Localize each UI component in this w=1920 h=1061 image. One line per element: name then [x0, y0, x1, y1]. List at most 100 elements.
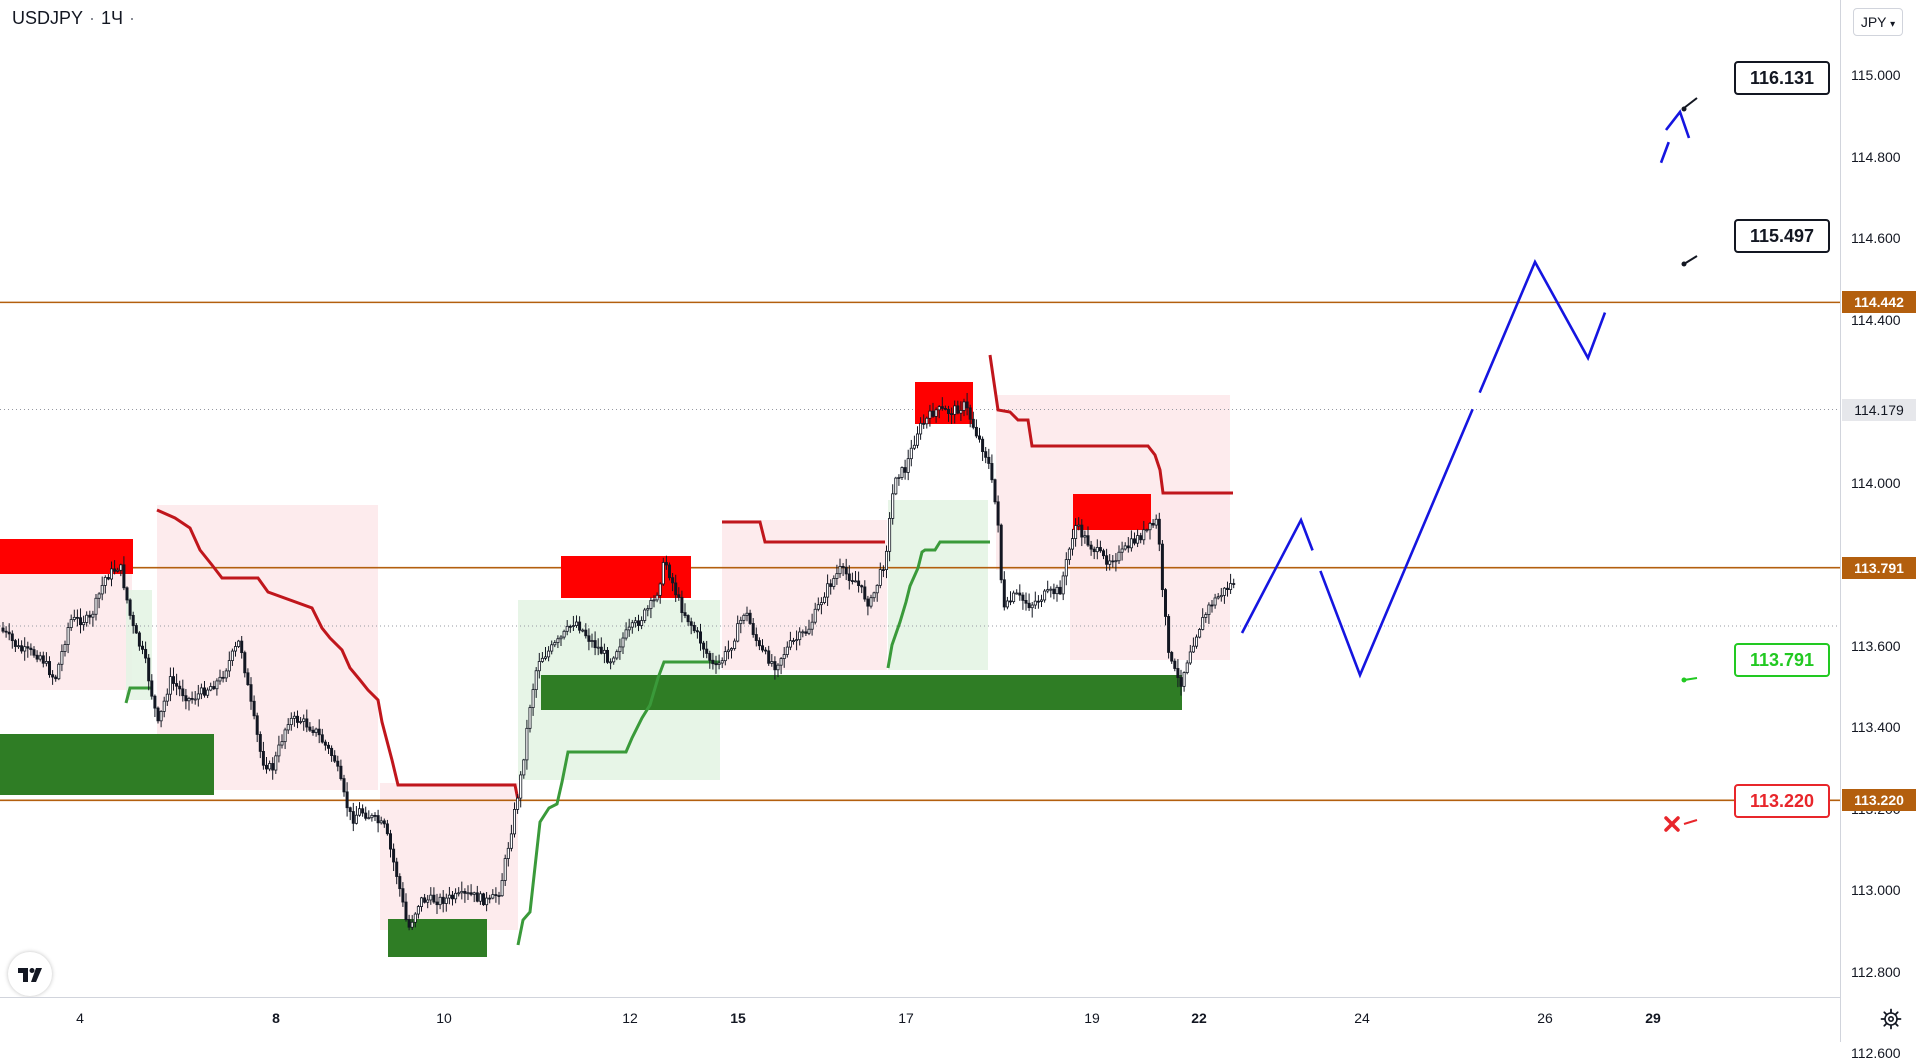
candle-body [94, 597, 98, 615]
candle-body [320, 734, 324, 743]
candle-body [463, 891, 467, 894]
candle-body [987, 456, 991, 464]
price-tick-label: 115.200 [1851, 0, 1901, 2]
callout-support[interactable]: 113.791 [1734, 643, 1831, 677]
price-tick-label: 112.800 [1851, 963, 1901, 980]
currency-label: JPY [1860, 14, 1887, 30]
candle-body [940, 406, 944, 409]
candle-body [404, 901, 408, 921]
candle-body [922, 423, 926, 425]
trailing-stop-green [124, 686, 152, 704]
callout-target-1[interactable]: 115.497 [1734, 219, 1831, 253]
candle-body [581, 629, 585, 632]
candle-body [32, 649, 36, 656]
candle-body [826, 583, 830, 598]
currency-button[interactable]: JPY ▾ [1853, 8, 1903, 36]
candle-body [761, 645, 765, 651]
candle-body [280, 741, 284, 746]
candle-body [947, 408, 951, 414]
candle-body [733, 640, 737, 649]
candle-body [1114, 560, 1118, 563]
candle-body [429, 894, 433, 901]
support-shade [888, 500, 988, 670]
candle-body [516, 797, 520, 810]
candle-body [881, 569, 885, 571]
candle-body [1111, 560, 1115, 563]
candle-body [26, 646, 30, 649]
candle-body [299, 721, 303, 723]
marker-dot [1681, 106, 1687, 112]
candle-body [937, 406, 941, 411]
candle-body [996, 501, 1000, 526]
candle-body [773, 661, 777, 671]
candle-body [227, 660, 231, 672]
time-axis[interactable]: 4 8 10 12 15 17 19 22 24 26 29 [0, 997, 1840, 1043]
candle-body [116, 569, 120, 572]
candle-body [240, 640, 244, 654]
candle-body [916, 433, 920, 446]
candle-body [664, 562, 668, 566]
callout-stop[interactable]: 113.220 [1734, 784, 1831, 818]
candle-body [401, 888, 405, 903]
candle-body [274, 755, 278, 771]
candle-body [674, 582, 678, 596]
candle-body [125, 587, 129, 601]
supply-zone [0, 539, 133, 574]
callout-label: 113.220 [1750, 791, 1815, 811]
price-tag[interactable]: 114.179 [1842, 398, 1916, 421]
candle-body [156, 707, 160, 722]
candle-body [661, 562, 665, 585]
candle-body [184, 695, 188, 702]
candle-body [209, 686, 213, 691]
separator: · [89, 8, 96, 28]
candle-body [1229, 583, 1233, 590]
candle-body [1086, 535, 1090, 546]
candle-body [1145, 529, 1149, 532]
tradingview-logo-icon[interactable] [8, 952, 52, 996]
price-tag[interactable]: 113.791 [1842, 556, 1916, 579]
callout-target-2[interactable]: 116.131 [1734, 61, 1831, 95]
candle-body [1232, 583, 1236, 585]
interval[interactable]: 1Ч [101, 8, 124, 28]
price-tag[interactable]: 114.442 [1842, 291, 1916, 314]
candle-body [1167, 616, 1171, 653]
candle-body [317, 728, 321, 736]
candle-body [559, 636, 563, 640]
candle-body [788, 640, 792, 648]
candle-body [57, 663, 61, 680]
forecast-arrowhead [1664, 109, 1691, 139]
candle-body [113, 568, 117, 572]
chart-canvas[interactable] [0, 0, 1840, 997]
price-axis[interactable]: JPY ▾ 116.400116.200116.000115.800115.60… [1840, 0, 1920, 1061]
candle-body [258, 734, 262, 752]
marker-dot [1681, 677, 1687, 683]
candle-body [398, 876, 402, 890]
gear-icon[interactable] [1880, 1008, 1902, 1030]
price-tag[interactable]: 113.220 [1842, 789, 1916, 812]
candle-body [801, 631, 805, 634]
candle-body [764, 649, 768, 652]
candle-body [844, 566, 848, 575]
candle-body [153, 695, 157, 709]
chart-area[interactable]: USDJPY · 1Ч · 116.131 115.497 113.791 113.2… [0, 0, 1840, 997]
candle-body [199, 687, 203, 695]
candle-body [928, 410, 932, 419]
candle-body [829, 583, 833, 587]
candle-body [705, 648, 709, 654]
candle-body [23, 646, 27, 652]
candle-body [857, 580, 861, 586]
price-tick-label: 113.000 [1851, 882, 1901, 898]
symbol-name[interactable]: USDJPY [12, 8, 84, 28]
candle-body [909, 447, 913, 460]
candle-body [75, 616, 79, 619]
candle-body [361, 808, 365, 814]
candle-body [255, 715, 259, 735]
candle-body [1226, 587, 1230, 590]
candle-body [1210, 604, 1214, 607]
symbol-header[interactable]: USDJPY · 1Ч · [12, 8, 141, 29]
candle-body [534, 670, 538, 690]
candle-body [364, 812, 368, 819]
candle-body [494, 894, 498, 896]
candle-body [689, 621, 693, 626]
candle-body [925, 417, 929, 425]
